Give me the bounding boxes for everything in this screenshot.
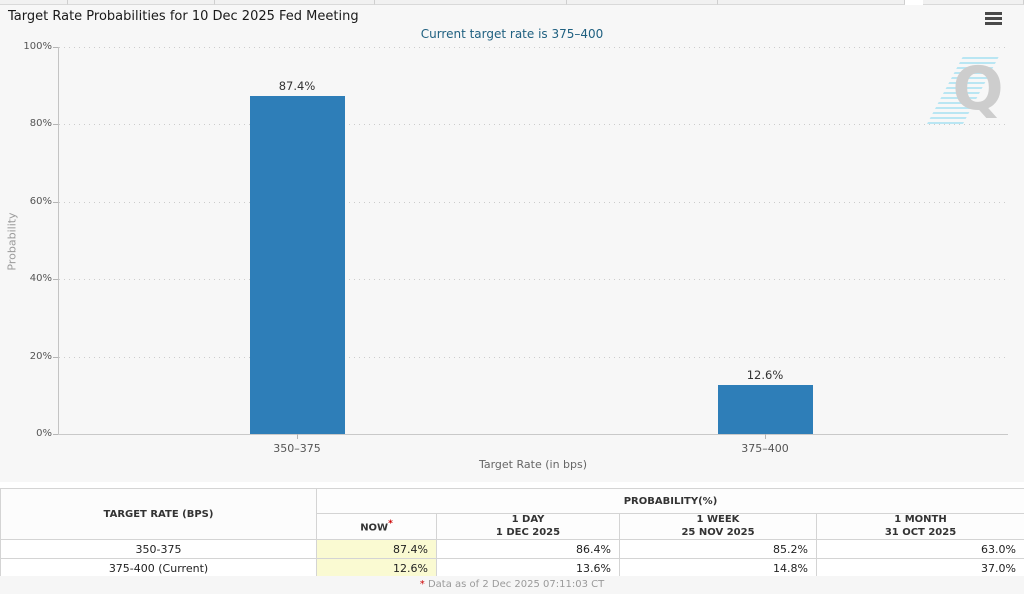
- period-date: 25 NOV 2025: [681, 526, 755, 538]
- bar-value-label: 12.6%: [746, 368, 784, 382]
- period-label: 1 MONTH: [894, 514, 947, 525]
- y-axis-tick: [53, 202, 58, 203]
- col-header-now: NOW*: [316, 513, 437, 540]
- col-header-1week: 1 WEEK 25 NOV 2025: [619, 513, 817, 540]
- period-label: 1 DAY: [511, 514, 545, 525]
- gridline-20pct: [59, 357, 1008, 358]
- 1day-probability-cell: 86.4%: [436, 539, 620, 559]
- clipped-tab[interactable]: [718, 0, 905, 5]
- y-axis-tick-label: 60%: [29, 196, 52, 207]
- period-label: 1 WEEK: [696, 514, 740, 525]
- target-rate-cell: 350-375: [0, 539, 317, 559]
- y-axis-tick: [53, 124, 58, 125]
- y-axis-tick-label: 80%: [29, 118, 52, 129]
- table-row: 375-400 (Current) 12.6% 13.6% 14.8% 37.0…: [0, 558, 1024, 578]
- tab-gap: [905, 0, 923, 5]
- 1month-probability-cell: 37.0%: [816, 558, 1024, 578]
- now-probability-cell: 87.4%: [316, 539, 437, 559]
- top-tab-strip: [0, 0, 1024, 5]
- y-axis-tick-label: 40%: [29, 273, 52, 284]
- col-header-target-rate: TARGET RATE (BPS): [0, 488, 317, 540]
- col-group-header-probability: PROBABILITY(%): [316, 488, 1024, 514]
- probability-table: TARGET RATE (BPS) PROBABILITY(%) NOW* 1 …: [0, 488, 1024, 578]
- hamburger-menu-icon[interactable]: [985, 12, 1002, 26]
- period-date: 1 DEC 2025: [495, 526, 561, 538]
- menu-bar: [985, 22, 1002, 25]
- period-date: 31 OCT 2025: [884, 526, 957, 538]
- target-rate-cell: 375-400 (Current): [0, 558, 317, 578]
- col-header-1day: 1 DAY 1 DEC 2025: [436, 513, 620, 540]
- current-target-rate-subtitle: Current target rate is 375–400: [420, 27, 604, 41]
- y-axis-tick: [53, 357, 58, 358]
- y-axis-tick-label: 0%: [36, 428, 52, 439]
- y-axis-line: [58, 47, 59, 434]
- probability-bar-375–400[interactable]: [717, 385, 813, 434]
- clipped-tab[interactable]: [375, 0, 567, 5]
- menu-bar: [985, 12, 1002, 15]
- 1week-probability-cell: 85.2%: [619, 539, 817, 559]
- probability-table-card: TARGET RATE (BPS) PROBABILITY(%) NOW* 1 …: [0, 482, 1024, 594]
- x-axis-line: [58, 434, 1008, 435]
- y-axis-tick: [53, 279, 58, 280]
- menu-bar: [985, 17, 1002, 20]
- y-axis-tick-label: 20%: [29, 351, 52, 362]
- footnote-asterisk: *: [419, 579, 425, 590]
- y-axis-tick: [53, 47, 58, 48]
- footnote-text: Data as of 2 Dec 2025 07:11:03 CT: [427, 579, 605, 590]
- clipped-tab[interactable]: [215, 0, 375, 5]
- 1day-probability-cell: 13.6%: [436, 558, 620, 578]
- x-axis-category-label: 350–375: [273, 442, 321, 455]
- clipped-tab[interactable]: [0, 0, 68, 5]
- bar-chart-plot-area: Q Probability Target Rate (in bps) 0% 20%…: [0, 5, 1024, 482]
- 1week-probability-cell: 14.8%: [619, 558, 817, 578]
- chart-title: Target Rate Probabilities for 10 Dec 202…: [8, 9, 359, 24]
- quikstrike-watermark-logo: Q: [952, 54, 1004, 124]
- x-axis-tick: [297, 434, 298, 439]
- gridline-60pct: [59, 202, 1008, 203]
- y-axis-tick: [53, 434, 58, 435]
- probability-bar-350–375[interactable]: [249, 96, 345, 434]
- col-header-1month: 1 MONTH 31 OCT 2025: [816, 513, 1024, 540]
- 1month-probability-cell: 63.0%: [816, 539, 1024, 559]
- table-row: 350-375 87.4% 86.4% 85.2% 63.0%: [0, 539, 1024, 559]
- chart-card: Target Rate Probabilities for 10 Dec 202…: [0, 5, 1024, 482]
- gridline-100pct: [59, 47, 1008, 48]
- clipped-tab[interactable]: [68, 0, 215, 5]
- now-probability-cell: 12.6%: [316, 558, 437, 578]
- x-axis-category-label: 375–400: [741, 442, 789, 455]
- bar-value-label: 87.4%: [278, 79, 316, 93]
- clipped-tab[interactable]: [567, 0, 718, 5]
- y-axis-title: Probability: [5, 212, 19, 271]
- y-axis-tick-label: 100%: [23, 41, 52, 52]
- now-asterisk: *: [388, 518, 393, 529]
- now-label: NOW: [360, 521, 389, 533]
- x-axis-tick: [765, 434, 766, 439]
- data-as-of-footnote: * Data as of 2 Dec 2025 07:11:03 CT: [0, 576, 1024, 594]
- gridline-80pct: [59, 124, 1008, 125]
- x-axis-title: Target Rate (in bps): [478, 458, 588, 471]
- gridline-40pct: [59, 279, 1008, 280]
